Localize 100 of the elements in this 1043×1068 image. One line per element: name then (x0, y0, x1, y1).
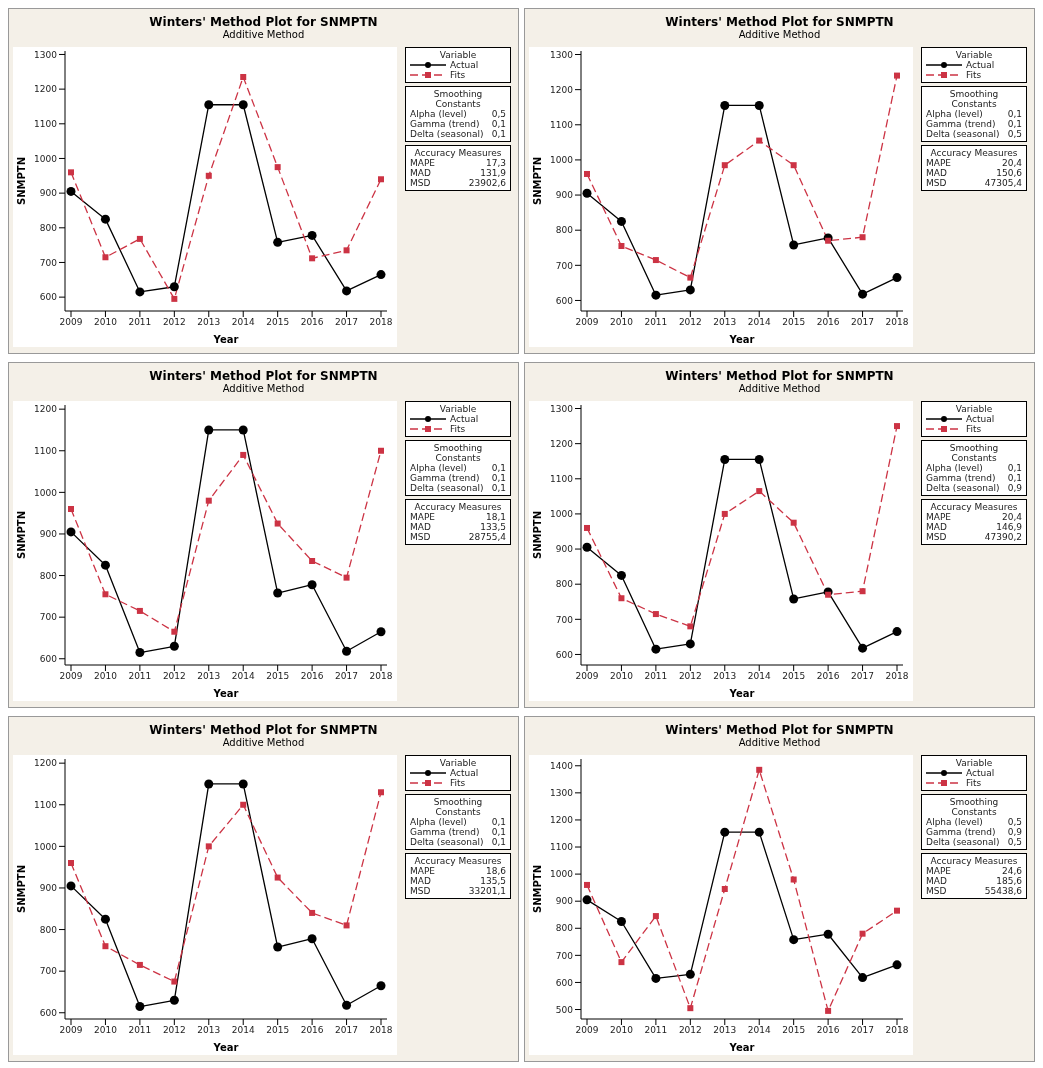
text: 185,6 (996, 876, 1022, 886)
text: 0,1 (491, 827, 506, 837)
y-tick-label: 900 (555, 896, 574, 907)
text: MAD (410, 522, 431, 532)
point (204, 100, 214, 110)
point (652, 257, 659, 264)
point (651, 644, 661, 654)
y-tick-label: 1200 (550, 438, 574, 449)
y-tick-label: 900 (555, 190, 574, 201)
text: Alpha (level) (410, 463, 467, 473)
point (894, 907, 900, 914)
point (790, 162, 797, 169)
point (756, 766, 763, 773)
point (616, 917, 626, 926)
text: MAD (926, 168, 947, 178)
x-tick-label: 2017 (851, 671, 875, 682)
legend-title: Variable (954, 758, 994, 768)
point (378, 789, 384, 796)
point (376, 270, 386, 280)
x-tick-label: 2015 (782, 317, 806, 328)
y-tick-label: 900 (555, 544, 574, 555)
point (618, 595, 625, 602)
x-tick-label: 2016 (816, 1025, 840, 1036)
text: Delta (seasonal) (410, 837, 484, 847)
y-tick-label: 1000 (550, 509, 574, 520)
y-tick-label: 700 (555, 614, 574, 625)
point (171, 978, 178, 985)
x-tick-label: 2015 (782, 671, 806, 682)
legend-title: Variable (438, 758, 478, 768)
text: MAD (926, 522, 947, 532)
y-tick-label: 500 (555, 1004, 574, 1015)
text: Delta (seasonal) (926, 483, 1000, 493)
legend-label: Fits (966, 424, 982, 434)
text: 47305,4 (984, 178, 1022, 188)
x-tick-label: 2010 (93, 671, 118, 682)
point (756, 137, 763, 144)
point (309, 255, 316, 262)
point (894, 423, 900, 430)
text: 0,5 (491, 109, 506, 119)
text: 0,1 (491, 837, 506, 847)
legend-label: Fits (450, 70, 466, 80)
text: 18,1 (485, 512, 506, 522)
x-tick-label: 2009 (59, 317, 83, 328)
point (102, 254, 109, 261)
point (859, 930, 866, 937)
x-tick-label: 2011 (128, 671, 152, 682)
point (720, 100, 730, 110)
x-tick-label: 2012 (162, 1025, 186, 1036)
text: Gamma (trend) (926, 473, 996, 483)
x-tick-label: 2012 (678, 1025, 702, 1036)
point (721, 162, 728, 169)
text: MSD (926, 886, 947, 896)
y-tick-label: 700 (39, 966, 58, 977)
text: 17,3 (485, 158, 506, 168)
y-tick-label: 1100 (550, 842, 574, 853)
point (343, 922, 350, 929)
text: Accuracy Measures (929, 502, 1019, 512)
point (584, 524, 590, 531)
y-tick-label: 700 (555, 260, 574, 271)
point (858, 289, 868, 299)
y-tick-label: 1200 (550, 815, 574, 826)
text: 0,9 (1007, 483, 1022, 493)
text: 24,6 (1001, 866, 1022, 876)
text: MAD (410, 876, 431, 886)
text: 0,9 (1007, 827, 1022, 837)
text: 55438,6 (984, 886, 1022, 896)
x-tick-label: 2016 (816, 317, 840, 328)
y-tick-label: 1200 (34, 84, 58, 95)
y-tick-label: 600 (555, 295, 574, 306)
text: MAPE (926, 866, 952, 876)
y-tick-label: 800 (555, 923, 574, 934)
point (135, 287, 145, 297)
text: 0,1 (491, 817, 506, 827)
text: 0,1 (491, 483, 506, 493)
point (171, 295, 178, 302)
text: MSD (410, 886, 431, 896)
x-tick-label: 2014 (747, 671, 771, 682)
point (687, 1005, 694, 1012)
y-tick-label: 800 (39, 924, 58, 935)
y-tick-label: 1300 (550, 788, 574, 799)
point (859, 588, 866, 595)
point (892, 273, 902, 283)
text: Accuracy Measures (929, 856, 1019, 866)
y-tick-label: 800 (39, 570, 58, 581)
point (789, 240, 799, 250)
x-axis-title: Year (728, 1042, 755, 1053)
point (204, 779, 214, 789)
y-tick-label: 1200 (34, 758, 58, 769)
x-tick-label: 2013 (197, 1025, 221, 1036)
x-axis-title: Year (728, 688, 755, 699)
point (754, 454, 764, 464)
point (66, 186, 76, 196)
x-tick-label: 2013 (197, 317, 221, 328)
text: 150,6 (996, 168, 1022, 178)
point (309, 558, 316, 564)
legend-label: Actual (966, 414, 995, 424)
point (342, 1000, 352, 1010)
point (825, 591, 832, 598)
legend-label: Actual (450, 414, 479, 424)
text: Smoothing Constants (948, 89, 1000, 109)
